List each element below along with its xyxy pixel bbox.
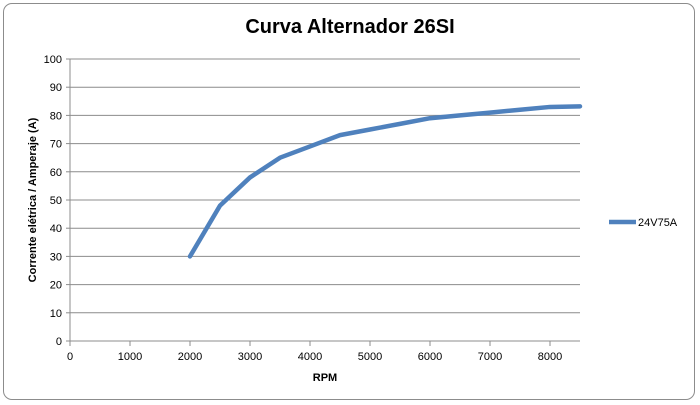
y-tick-label: 10 (50, 308, 62, 320)
series-line-0 (187, 104, 583, 259)
gridlines (66, 58, 580, 346)
series-group (187, 104, 583, 259)
legend: 24V75A (609, 217, 678, 229)
x-tick-label: 6000 (418, 351, 442, 363)
y-tick-label: 70 (50, 139, 62, 151)
chart-title: Curva Alternador 26SI (245, 16, 455, 38)
y-tick-label: 50 (50, 195, 62, 207)
y-tick-label: 0 (56, 336, 62, 348)
y-axis-label: Corrente elétrica / Amperaje (A) (27, 117, 39, 282)
y-tick-label: 20 (50, 280, 62, 292)
x-tick-label: 4000 (298, 351, 322, 363)
y-tick-labels: 0 10 20 30 40 50 60 70 80 90 100 (44, 54, 62, 348)
chart-frame (3, 3, 695, 400)
x-tick-labels: 0 1000 2000 3000 4000 5000 6000 7000 8000 (67, 351, 562, 363)
y-tick-label: 80 (50, 110, 62, 122)
x-axis-label: RPM (313, 372, 337, 384)
x-tick-label: 0 (67, 351, 73, 363)
x-tick-label: 2000 (178, 351, 202, 363)
axes (69, 59, 580, 342)
y-tick-label: 60 (50, 167, 62, 179)
legend-label: 24V75A (638, 217, 678, 229)
y-tick-label: 90 (50, 82, 62, 94)
y-tick-label: 100 (44, 54, 62, 66)
x-tick-label: 7000 (478, 351, 502, 363)
y-tick-label: 30 (50, 251, 62, 263)
y-tick-label: 40 (50, 223, 62, 235)
x-tick-label: 8000 (538, 351, 562, 363)
x-tick-label: 5000 (358, 351, 382, 363)
x-tick-label: 3000 (238, 351, 262, 363)
x-tick-label: 1000 (118, 351, 142, 363)
